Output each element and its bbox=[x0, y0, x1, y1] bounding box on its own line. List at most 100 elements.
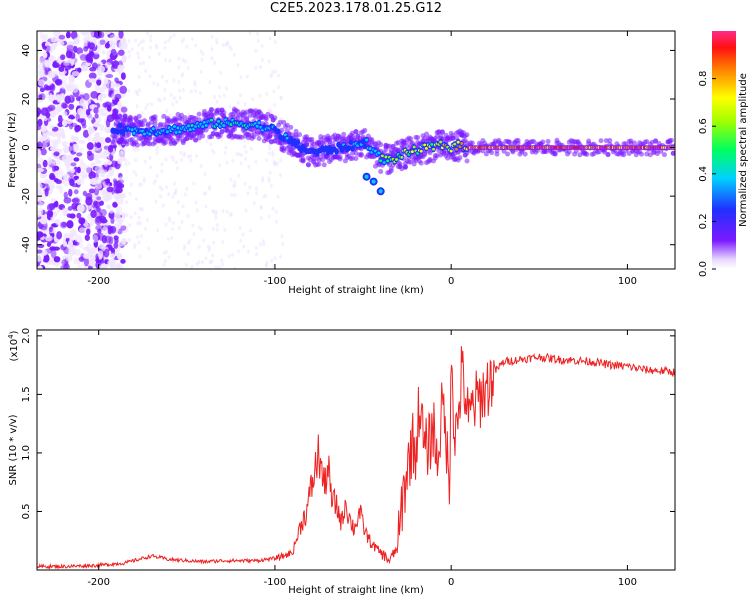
heatmap-cell bbox=[241, 232, 245, 237]
heatmap-cell bbox=[176, 166, 180, 171]
heatmap-cell bbox=[164, 157, 168, 162]
heatmap-cell bbox=[164, 57, 168, 62]
heatmap-cell bbox=[272, 263, 276, 268]
heatmap-cell bbox=[106, 186, 114, 193]
heatmap-cell bbox=[252, 201, 256, 206]
heatmap-cell bbox=[44, 235, 53, 242]
heatmap-cell bbox=[174, 160, 178, 165]
heatmap-cell bbox=[104, 125, 112, 134]
heatmap-cell bbox=[64, 95, 72, 104]
heatmap-cell bbox=[172, 221, 176, 226]
heatmap-cell bbox=[197, 260, 201, 265]
heatmap-cell bbox=[257, 121, 261, 125]
heatmap-cell bbox=[119, 38, 126, 45]
heatmap-cell bbox=[220, 262, 224, 267]
heatmap-cell bbox=[129, 215, 133, 220]
heatmap-cell bbox=[274, 219, 278, 224]
heatmap-cell bbox=[37, 48, 43, 54]
heatmap-cell bbox=[73, 189, 79, 195]
heatmap-cell bbox=[186, 251, 190, 256]
heatmap-cell bbox=[196, 111, 202, 117]
heatmap-cell bbox=[45, 111, 51, 119]
heatmap-cell bbox=[199, 164, 203, 169]
heatmap-cell bbox=[96, 142, 102, 149]
heatmap-cell bbox=[239, 238, 243, 243]
heatmap-cell bbox=[79, 227, 86, 234]
heatmap-cell bbox=[60, 265, 69, 269]
heatmap-cell bbox=[172, 181, 176, 186]
heatmap-cell bbox=[243, 181, 247, 186]
heatmap-cell bbox=[87, 126, 93, 136]
heatmap-cell bbox=[432, 147, 436, 151]
heatmap-cell bbox=[245, 74, 249, 79]
heatmap-cell bbox=[70, 31, 78, 40]
heatmap-cell bbox=[72, 136, 79, 142]
heatmap-cell bbox=[78, 217, 86, 225]
heatmap-cell bbox=[215, 40, 219, 45]
heatmap-cell bbox=[192, 232, 196, 237]
heatmap-cell bbox=[464, 158, 470, 164]
heatmap-cell bbox=[68, 74, 76, 82]
heatmap-cell bbox=[55, 219, 60, 226]
heatmap-cell bbox=[79, 158, 84, 165]
heatmap-cell bbox=[95, 206, 102, 213]
heatmap-cell bbox=[170, 236, 174, 241]
heatmap-cell bbox=[61, 119, 68, 127]
heatmap-cell bbox=[188, 128, 192, 131]
heatmap-cell bbox=[114, 93, 122, 100]
heatmap-cell bbox=[118, 31, 124, 39]
heatmap-cell bbox=[160, 162, 164, 167]
heatmap-cell bbox=[48, 55, 54, 61]
heatmap-cell bbox=[92, 234, 99, 243]
heatmap-cell bbox=[214, 209, 218, 214]
heatmap-cell bbox=[78, 239, 84, 249]
heatmap-cell bbox=[199, 69, 203, 74]
heatmap-cell bbox=[228, 45, 232, 50]
heatmap-cell bbox=[272, 115, 278, 121]
heatmap-cell bbox=[60, 40, 65, 46]
heatmap-cell bbox=[194, 43, 198, 48]
heatmap-cell bbox=[246, 191, 250, 196]
heatmap-cell bbox=[142, 118, 148, 124]
heatmap-cell bbox=[211, 226, 215, 231]
snr-y-multiplier-exp: 4 bbox=[7, 334, 15, 339]
y-tick-label: 20 bbox=[21, 93, 32, 106]
heatmap-cell bbox=[124, 162, 128, 167]
heatmap-cell bbox=[134, 142, 140, 148]
heatmap-cell bbox=[120, 258, 126, 264]
heatmap-cell bbox=[90, 209, 97, 219]
heatmap-cell bbox=[137, 240, 141, 245]
heatmap-cell bbox=[107, 160, 113, 166]
heatmap-cell bbox=[117, 101, 122, 109]
heatmap-cell bbox=[81, 173, 88, 179]
heatmap-cell bbox=[147, 246, 151, 251]
heatmap-cell bbox=[71, 84, 79, 93]
heatmap-cell bbox=[189, 158, 193, 163]
heatmap-cell bbox=[86, 142, 94, 151]
heatmap-cell bbox=[260, 43, 264, 48]
heatmap-cell bbox=[48, 123, 55, 130]
y-tick-label: 1.0 bbox=[21, 445, 32, 461]
heatmap-cell bbox=[184, 59, 188, 64]
heatmap-cell bbox=[277, 85, 281, 90]
heatmap-cell bbox=[136, 221, 140, 226]
heatmap-cell bbox=[195, 153, 199, 158]
heatmap-cell bbox=[87, 31, 95, 39]
heatmap-cell bbox=[66, 118, 73, 125]
heatmap-cell bbox=[215, 99, 219, 104]
heatmap-cell bbox=[177, 226, 181, 231]
heatmap-cell bbox=[254, 65, 258, 70]
heatmap-cell bbox=[155, 174, 159, 179]
heatmap-cell bbox=[108, 87, 115, 95]
heatmap-cell bbox=[220, 258, 224, 263]
heatmap-cell bbox=[44, 45, 52, 52]
heatmap-cell bbox=[119, 85, 128, 94]
heatmap-cell bbox=[148, 156, 152, 161]
x-tick-label: 100 bbox=[618, 577, 637, 588]
heatmap-cell bbox=[129, 182, 133, 187]
heatmap-cell bbox=[94, 182, 103, 190]
heatmap-cell bbox=[653, 138, 659, 144]
heatmap-cell bbox=[377, 151, 381, 155]
heatmap-cell bbox=[412, 145, 416, 149]
heatmap-cell bbox=[273, 69, 277, 74]
